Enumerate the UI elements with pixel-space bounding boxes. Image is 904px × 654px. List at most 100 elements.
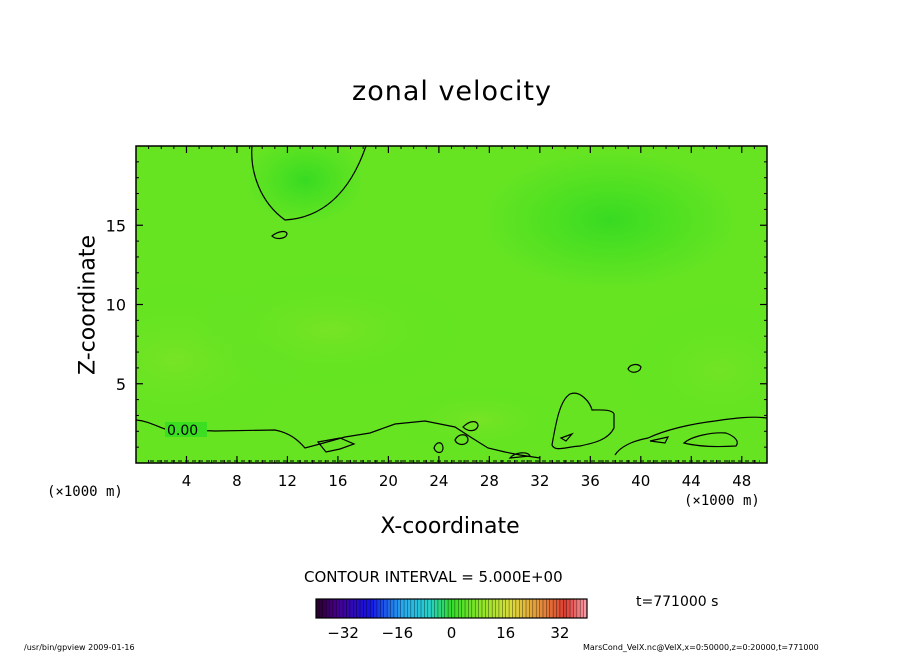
colorbar-cell bbox=[580, 599, 585, 618]
x-tick-label: 16 bbox=[328, 472, 347, 490]
velocity-field-patch bbox=[390, 385, 570, 455]
x-tick-label: 28 bbox=[480, 472, 499, 490]
colorbar-cell bbox=[393, 599, 398, 618]
contour-line bbox=[551, 392, 615, 450]
colorbar-cell bbox=[563, 599, 568, 618]
colorbar-cell bbox=[387, 599, 391, 618]
contour-line bbox=[251, 146, 367, 221]
colorbar-tick-label: −32 bbox=[327, 624, 359, 642]
colorbar-cell bbox=[336, 599, 341, 618]
colorbar-cell bbox=[417, 599, 422, 618]
colorbar-cell bbox=[485, 599, 490, 618]
colorbar-cell bbox=[329, 599, 334, 618]
y-axis-label: Z-coordinate bbox=[75, 235, 101, 375]
y-axis-ticks: 5 10 15 bbox=[106, 161, 767, 448]
x-tick-label: 32 bbox=[530, 472, 549, 490]
contour-interval: CONTOUR INTERVAL = 5.000E+00 bbox=[304, 568, 563, 586]
colorbar-cell bbox=[380, 599, 385, 618]
colorbar bbox=[315, 599, 588, 618]
colorbar-cell bbox=[492, 599, 496, 618]
colorbar-tick-label: 32 bbox=[550, 624, 569, 642]
contour-line bbox=[614, 416, 767, 456]
colorbar-cell bbox=[376, 599, 381, 618]
contour-label-background bbox=[165, 422, 207, 437]
contour-line bbox=[271, 230, 288, 240]
colorbar-cell bbox=[553, 599, 557, 618]
x-tick-label: 48 bbox=[732, 472, 751, 490]
colorbar-cell bbox=[458, 599, 463, 618]
colorbar-cell bbox=[383, 599, 388, 618]
colorbar-cell bbox=[356, 599, 361, 618]
colorbar-cell bbox=[431, 599, 435, 618]
colorbar-cell bbox=[407, 599, 412, 618]
colorbar-cell bbox=[549, 599, 554, 618]
contour-lines bbox=[136, 146, 767, 459]
colorbar-cell bbox=[414, 599, 419, 618]
colorbar-cell bbox=[366, 599, 371, 618]
colorbar-cell bbox=[532, 599, 537, 618]
colorbar-tick-label: 16 bbox=[496, 624, 515, 642]
chart-title: zonal velocity bbox=[352, 76, 552, 107]
colorbar-cell bbox=[481, 599, 486, 618]
colorbar-cell bbox=[437, 599, 442, 618]
colorbar-cell bbox=[332, 599, 337, 618]
colorbar-cell bbox=[512, 599, 517, 618]
colorbar-cell bbox=[397, 599, 402, 618]
colorbar-cell bbox=[515, 599, 520, 618]
colorbar-cell bbox=[536, 599, 540, 618]
colorbar-cell bbox=[475, 599, 479, 618]
colorbar-cell bbox=[498, 599, 503, 618]
colorbar-cell bbox=[478, 599, 483, 618]
x-tick-label: 20 bbox=[379, 472, 398, 490]
colorbar-cell bbox=[410, 599, 415, 618]
colorbar-cell bbox=[427, 599, 432, 618]
x-tick-label: 24 bbox=[429, 472, 448, 490]
contour-line bbox=[508, 452, 531, 459]
colorbar-cell bbox=[444, 599, 449, 618]
colorbar-cell bbox=[465, 599, 469, 618]
plot-area: 0.00 bbox=[136, 146, 767, 463]
colorbar-cell bbox=[471, 599, 476, 618]
colorbar-cell bbox=[495, 599, 500, 618]
x-axis-unit-left: (×1000 m) bbox=[47, 484, 123, 500]
colorbar-cell bbox=[505, 599, 510, 618]
velocity-field-patch bbox=[480, 150, 740, 290]
colorbar-cell bbox=[566, 599, 571, 618]
colorbar-cell bbox=[573, 599, 578, 618]
colorbar-cell bbox=[529, 599, 534, 618]
colorbar-cell bbox=[390, 599, 395, 618]
x-axis-label: X-coordinate bbox=[380, 514, 520, 539]
colorbar-cell bbox=[322, 599, 327, 618]
colorbar-cell bbox=[326, 599, 330, 618]
colorbar-cell bbox=[404, 599, 408, 618]
colorbar-cell bbox=[441, 599, 446, 618]
contour-line bbox=[682, 432, 738, 448]
colorbar-cell bbox=[400, 599, 405, 618]
colorbar-cell bbox=[559, 599, 564, 618]
colorbar-cell bbox=[424, 599, 429, 618]
velocity-field-patch bbox=[190, 270, 470, 390]
colorbar-ticks: −32 −16 0 16 32 bbox=[327, 624, 569, 642]
colorbar-cell bbox=[363, 599, 368, 618]
x-tick-label: 4 bbox=[182, 472, 192, 490]
colorbar-cell bbox=[370, 599, 374, 618]
velocity-field-patch bbox=[620, 300, 767, 440]
colorbar-cell bbox=[509, 599, 513, 618]
colorbar-cell bbox=[434, 599, 439, 618]
contour-label: 0.00 bbox=[167, 423, 198, 439]
colorbar-cell bbox=[542, 599, 547, 618]
colorbar-cell bbox=[421, 599, 425, 618]
x-axis-unit-right: (×1000 m) bbox=[684, 493, 760, 509]
velocity-field-patch bbox=[245, 146, 365, 225]
contour-line bbox=[136, 419, 541, 459]
colorbar-cell bbox=[502, 599, 507, 618]
colorbar-cell bbox=[488, 599, 493, 618]
colorbar-cell bbox=[461, 599, 466, 618]
contour-line bbox=[559, 432, 574, 442]
colorbar-cell bbox=[343, 599, 347, 618]
colorbar-cell bbox=[451, 599, 456, 618]
contour-line bbox=[462, 421, 479, 432]
x-axis-ticks: 4 8 12 16 20 24 28 32 36 40 44 48 bbox=[148, 146, 755, 490]
colorbar-cell bbox=[339, 599, 344, 618]
